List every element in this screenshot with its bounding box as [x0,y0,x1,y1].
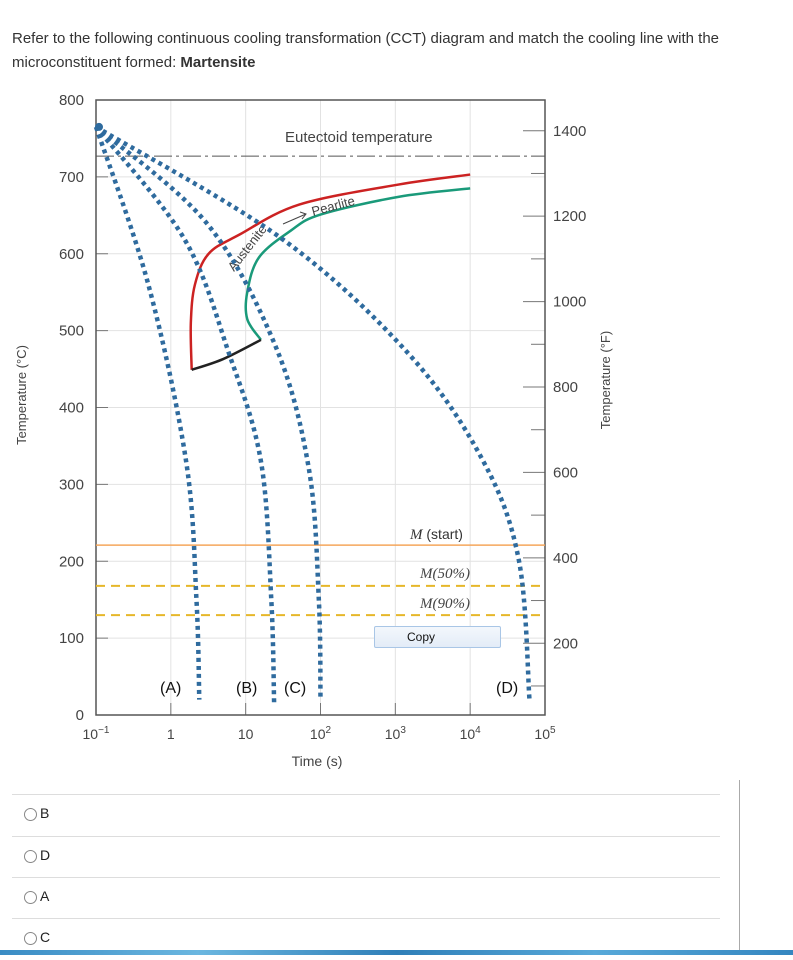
m-start-suffix: (start) [423,526,463,542]
right-tick-label: 600 [553,464,578,481]
tick-base: 10 [460,726,476,742]
x-tick-label: 104 [460,725,482,742]
question-text: Refer to the following continuous coolin… [12,27,732,75]
m-symbol: M [409,527,424,543]
right-tick-label: 1400 [553,123,586,140]
right-tick-label: 1200 [553,208,586,225]
tick-base: 10 [83,726,99,742]
cooling-curve-label-d: (D) [496,680,518,697]
y-tick-label: 300 [59,476,84,493]
pearlite-finish-curve [244,187,471,341]
question-target: Martensite [180,54,256,71]
arrow-icon [282,213,307,225]
x-tick-label: 10 [238,726,254,742]
question-prompt: Refer to the following continuous coolin… [12,30,720,71]
taskbar [0,950,793,955]
option-label: A [40,888,50,904]
cooling-curve-b [94,125,277,704]
tick-exponent: 2 [326,725,332,736]
cooling-curve-a [93,126,202,700]
tick-base: 10 [385,726,401,742]
m90-label: M(90%) [419,596,470,612]
radio-button[interactable] [24,808,37,821]
tick-exponent: −1 [98,725,110,736]
y-tick-label: 0 [76,707,84,724]
cooling-curve-label-b: (B) [236,680,257,697]
y-tick-label: 700 [59,169,84,186]
tick-exponent: 3 [400,725,406,736]
right-tick-label: 200 [553,635,578,652]
m50-label: M(50%) [419,566,470,582]
radio-button[interactable] [24,850,37,863]
right-tick-label: 1000 [553,294,586,311]
radio-button[interactable] [24,932,37,945]
right-tick-label: 800 [553,379,578,396]
panel-divider [739,780,740,950]
option-label: B [40,805,50,821]
option-label: C [40,929,51,945]
y-tick-label: 800 [59,92,84,109]
y-tick-label: 500 [59,323,84,340]
cct-diagram: 0 100 200 300 400 500 600 700 800 200 400 600 800 100… [14,92,613,769]
answer-option-c[interactable]: C [12,918,720,960]
x-tick-label: 10−1 [83,725,110,742]
x-tick-label: 103 [385,725,407,742]
y-tick-label: 400 [59,400,84,417]
x-tick-label: 102 [310,725,332,742]
copy-label: Copy [407,630,436,644]
right-tick-label: 400 [553,550,578,567]
tick-base: 10 [310,726,326,742]
eutectoid-label: Eutectoid temperature [285,129,433,146]
tick-exponent: 4 [475,725,481,736]
cooling-curve-label-a: (A) [160,680,181,697]
start-point [95,122,103,131]
tick-base: 10 [534,726,550,742]
cooling-curve-label-c: (C) [284,680,306,697]
y-tick-label: 600 [59,246,84,263]
answer-option-b[interactable]: B [12,794,720,836]
y-right-axis-label: Temperature (°F) [598,331,613,429]
y-axis-label: Temperature (°C) [14,345,29,445]
y-tick-label: 200 [59,553,84,570]
arrowhead-icon [299,211,307,220]
answer-option-a[interactable]: A [12,877,720,919]
cooling-curve-c [94,125,323,700]
x-tick-label: 1 [167,726,175,742]
pearlite-start-curve [189,173,471,370]
radio-button[interactable] [24,891,37,904]
copy-menu-item[interactable]: Copy [374,626,501,648]
tick-exponent: 5 [550,725,556,736]
x-tick-label: 105 [534,725,556,742]
plot-frame [95,99,546,716]
cooling-curve-d [94,124,532,700]
m-start-label: M (start) [409,526,463,543]
answer-option-d[interactable]: D [12,836,720,878]
tick-base: 10 [238,726,254,742]
y-tick-label: 100 [59,630,84,647]
x-axis-label: Time (s) [292,753,343,769]
tick-base: 1 [167,726,175,742]
option-label: D [40,847,51,863]
transformation-stop-curve [191,338,262,372]
